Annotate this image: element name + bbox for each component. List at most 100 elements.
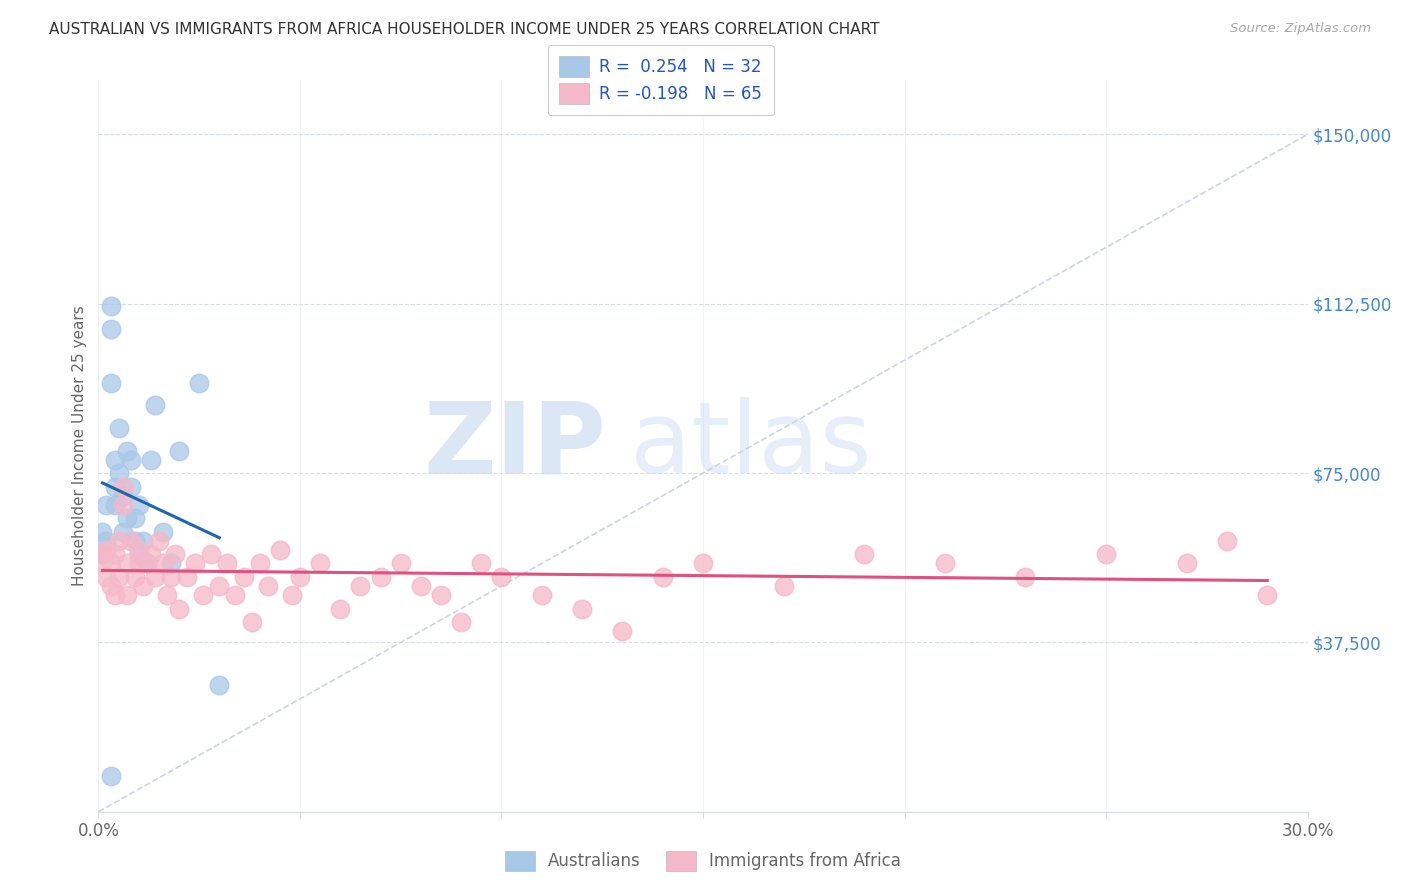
Point bbox=[349, 579, 371, 593]
Point bbox=[208, 579, 231, 593]
Point bbox=[193, 588, 215, 602]
Point bbox=[148, 533, 170, 548]
Point bbox=[103, 547, 125, 561]
Point bbox=[612, 624, 634, 639]
Point bbox=[96, 570, 118, 584]
Point bbox=[100, 557, 122, 571]
Point bbox=[103, 588, 125, 602]
Point bbox=[491, 570, 513, 584]
Point bbox=[115, 511, 138, 525]
Point bbox=[281, 588, 304, 602]
Point bbox=[409, 579, 432, 593]
Point bbox=[240, 615, 263, 629]
Point bbox=[288, 570, 311, 584]
Legend: R =  0.254   N = 32, R = -0.198   N = 65: R = 0.254 N = 32, R = -0.198 N = 65 bbox=[547, 45, 773, 115]
Point bbox=[269, 542, 291, 557]
Point bbox=[91, 547, 114, 561]
Point bbox=[91, 524, 114, 539]
Point bbox=[120, 480, 142, 494]
Point bbox=[91, 557, 114, 571]
Point bbox=[128, 547, 150, 561]
Point bbox=[692, 557, 714, 571]
Point bbox=[156, 588, 179, 602]
Text: atlas: atlas bbox=[630, 398, 872, 494]
Point bbox=[256, 579, 278, 593]
Point bbox=[176, 570, 198, 584]
Point bbox=[1175, 557, 1198, 571]
Point bbox=[143, 570, 166, 584]
Point bbox=[107, 533, 129, 548]
Point bbox=[1256, 588, 1278, 602]
Point bbox=[132, 579, 155, 593]
Point bbox=[103, 452, 125, 467]
Point bbox=[530, 588, 553, 602]
Point bbox=[139, 547, 162, 561]
Text: ZIP: ZIP bbox=[423, 398, 606, 494]
Point bbox=[934, 557, 956, 571]
Point bbox=[107, 570, 129, 584]
Point bbox=[132, 533, 155, 548]
Point bbox=[249, 557, 271, 571]
Y-axis label: Householder Income Under 25 years: Householder Income Under 25 years bbox=[72, 306, 87, 586]
Point bbox=[107, 421, 129, 435]
Point bbox=[167, 443, 190, 458]
Point bbox=[450, 615, 472, 629]
Point bbox=[152, 524, 174, 539]
Point bbox=[115, 588, 138, 602]
Point bbox=[1095, 547, 1118, 561]
Point bbox=[128, 557, 150, 571]
Point bbox=[143, 398, 166, 412]
Point bbox=[1014, 570, 1036, 584]
Point bbox=[103, 480, 125, 494]
Point bbox=[389, 557, 412, 571]
Point bbox=[91, 547, 114, 561]
Point bbox=[184, 557, 207, 571]
Point bbox=[370, 570, 392, 584]
Point bbox=[124, 570, 146, 584]
Point bbox=[470, 557, 492, 571]
Point bbox=[96, 533, 118, 548]
Point bbox=[107, 466, 129, 480]
Point bbox=[111, 524, 134, 539]
Point bbox=[167, 601, 190, 615]
Point bbox=[96, 498, 118, 512]
Point bbox=[853, 547, 876, 561]
Text: AUSTRALIAN VS IMMIGRANTS FROM AFRICA HOUSEHOLDER INCOME UNDER 25 YEARS CORRELATI: AUSTRALIAN VS IMMIGRANTS FROM AFRICA HOU… bbox=[49, 22, 880, 37]
Point bbox=[100, 579, 122, 593]
Point bbox=[152, 557, 174, 571]
Point bbox=[232, 570, 254, 584]
Point bbox=[115, 443, 138, 458]
Point bbox=[111, 480, 134, 494]
Point bbox=[135, 557, 157, 571]
Point bbox=[120, 533, 142, 548]
Point bbox=[135, 557, 157, 571]
Point bbox=[571, 601, 593, 615]
Point bbox=[651, 570, 673, 584]
Text: Source: ZipAtlas.com: Source: ZipAtlas.com bbox=[1230, 22, 1371, 36]
Point bbox=[188, 376, 211, 390]
Point bbox=[1216, 533, 1239, 548]
Point bbox=[111, 489, 134, 503]
Point bbox=[160, 557, 183, 571]
Point bbox=[160, 570, 183, 584]
Point bbox=[96, 542, 118, 557]
Point bbox=[124, 511, 146, 525]
Point bbox=[309, 557, 332, 571]
Point bbox=[139, 452, 162, 467]
Point bbox=[103, 498, 125, 512]
Point bbox=[128, 498, 150, 512]
Point bbox=[217, 557, 239, 571]
Point bbox=[100, 321, 122, 335]
Point bbox=[163, 547, 186, 561]
Point bbox=[430, 588, 453, 602]
Point bbox=[224, 588, 246, 602]
Legend: Australians, Immigrants from Africa: Australians, Immigrants from Africa bbox=[496, 842, 910, 880]
Point bbox=[200, 547, 222, 561]
Point bbox=[115, 557, 138, 571]
Point bbox=[772, 579, 794, 593]
Point bbox=[128, 542, 150, 557]
Point bbox=[329, 601, 352, 615]
Point bbox=[111, 498, 134, 512]
Point bbox=[100, 299, 122, 313]
Point bbox=[100, 769, 122, 783]
